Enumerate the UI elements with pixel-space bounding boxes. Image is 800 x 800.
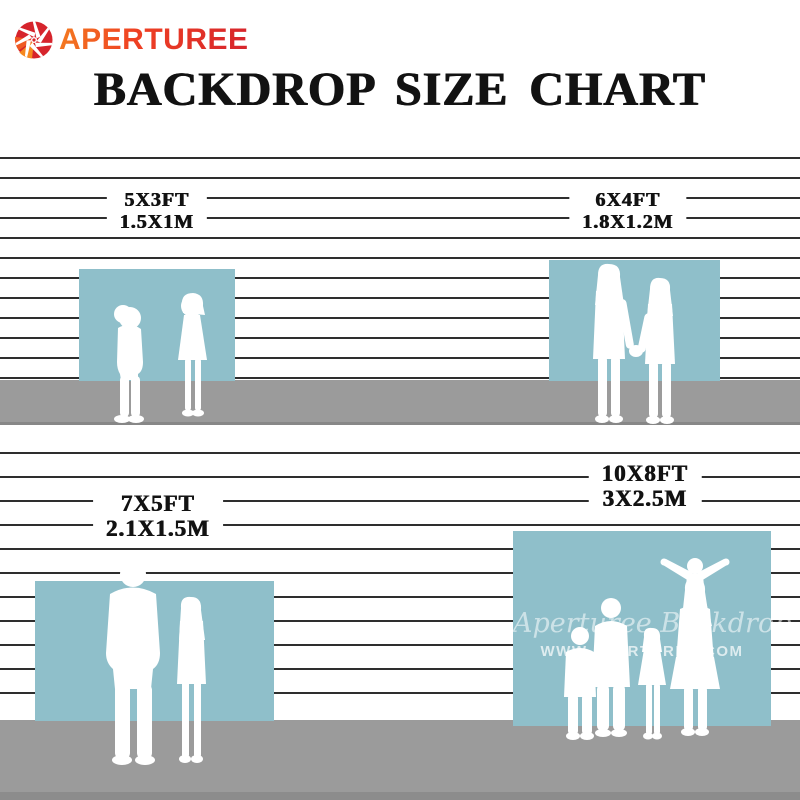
- size-meters: 3X2.5M: [602, 486, 688, 512]
- floor-bottom: [0, 720, 800, 800]
- toddler-boy: [114, 305, 144, 423]
- backdrop-5x3ft: [79, 269, 235, 381]
- silhouette-two-toddlers: [100, 292, 220, 425]
- size-meters: 2.1X1.5M: [106, 516, 210, 542]
- boy: [564, 627, 596, 740]
- size-feet: 7X5FT: [120, 491, 195, 516]
- size-label-5x3: 5X3FT 1.5X1M: [106, 186, 208, 236]
- silhouette-adult-and-child: [95, 558, 220, 766]
- girl: [177, 596, 206, 763]
- silhouette-family: [553, 556, 783, 740]
- size-meters: 1.5X1M: [119, 211, 195, 233]
- joined-hands: [629, 345, 643, 357]
- page-title: BACKDROP SIZE CHART: [93, 63, 707, 116]
- toddler-girl: [178, 293, 207, 417]
- small-girl: [638, 627, 666, 740]
- backdrop-6x4ft: [549, 260, 720, 381]
- man: [592, 598, 630, 737]
- silhouette-two-girls: [578, 263, 690, 425]
- girl-left: [593, 263, 634, 423]
- aperture-icon: [14, 21, 53, 59]
- cheerleader-on-shoulders: [660, 558, 730, 628]
- size-feet: 10X8FT: [601, 461, 689, 486]
- brand-logo: APERTUREE: [14, 20, 249, 60]
- size-feet: 5X3FT: [124, 189, 190, 211]
- size-label-10x8: 10X8FT 3X2.5M: [588, 458, 702, 515]
- size-feet: 6X4FT: [595, 189, 661, 211]
- man: [106, 561, 160, 765]
- size-label-7x5: 7X5FT 2.1X1.5M: [93, 488, 223, 545]
- size-label-6x4: 6X4FT 1.8X1.2M: [569, 186, 687, 236]
- girl-right: [637, 277, 675, 424]
- size-meters: 1.8X1.2M: [582, 211, 674, 233]
- brand-name: APERTUREE: [59, 23, 249, 56]
